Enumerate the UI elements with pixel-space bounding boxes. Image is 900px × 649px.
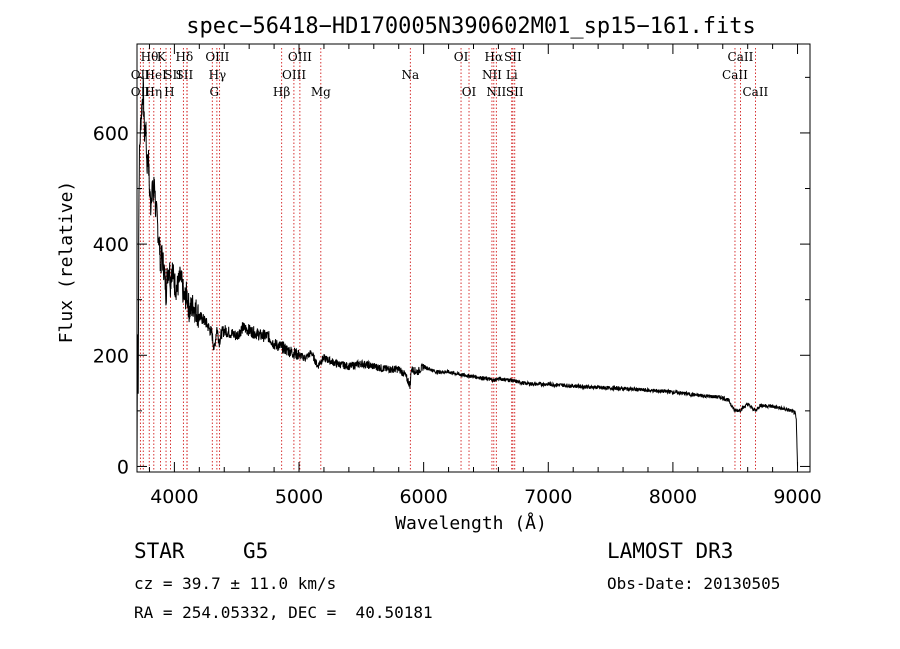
- observation-date: Obs-Date: 20130505: [607, 574, 781, 593]
- spectrum-line: [136, 76, 798, 467]
- line-label-28: CaII: [742, 85, 768, 99]
- object-subclass: G5: [243, 539, 269, 563]
- line-label-5: Hη: [144, 85, 162, 99]
- x-tick-label: 9000: [773, 486, 821, 508]
- y-tick-label: 400: [93, 234, 129, 256]
- line-label-25: SII: [506, 85, 524, 99]
- line-label-17: Na: [401, 68, 419, 82]
- line-label-14: OIII: [282, 68, 306, 82]
- y-tick-label: 200: [93, 345, 129, 367]
- coordinates: RA = 254.05332, DEC = 40.50181: [134, 603, 433, 622]
- line-markers: [139, 48, 756, 472]
- line-label-19: OI: [462, 85, 477, 99]
- plot-frame: [136, 43, 811, 473]
- line-label-8: Hδ: [176, 50, 194, 64]
- object-class: STAR: [134, 539, 185, 563]
- line-label-27: CaII: [728, 50, 754, 64]
- line-label-20: NII: [482, 68, 502, 82]
- line-label-2: Hθ: [141, 50, 159, 64]
- survey-name: LAMOST DR3: [607, 539, 734, 563]
- line-label-16: Mg: [311, 85, 331, 99]
- line-label-0: OII: [131, 68, 151, 82]
- line-label-6: H: [164, 85, 174, 99]
- line-label-4: HeI: [145, 68, 168, 82]
- line-label-24: SII: [504, 50, 522, 64]
- x-axis-label: Wavelength (Å): [395, 512, 547, 534]
- x-tick-label: 5000: [275, 486, 323, 508]
- spectrum-series: [136, 76, 798, 467]
- y-axis-label: Flux (relative): [56, 181, 77, 344]
- line-label-23: Li: [506, 68, 518, 82]
- line-label-22: NII: [486, 85, 506, 99]
- line-label-26: CaII: [722, 68, 748, 82]
- line-label-13: Hβ: [273, 85, 290, 99]
- y-tick-label: 0: [117, 456, 129, 478]
- line-label-1: OII: [131, 85, 151, 99]
- redshift-value: cz = 39.7 ± 11.0 km/s: [134, 574, 337, 593]
- line-label-3: K: [157, 50, 167, 64]
- chart-title: spec−56418−HD170005N390602M01_sp15−161.f…: [186, 14, 756, 39]
- x-tick-label: 6000: [399, 486, 447, 508]
- line-label-9: SII: [176, 68, 194, 82]
- line-label-7: SII: [164, 68, 182, 82]
- x-tick-label: 7000: [524, 486, 572, 508]
- x-tick-label: 8000: [649, 486, 697, 508]
- line-label-11: Hγ: [209, 68, 227, 82]
- line-label-12: OIII: [205, 50, 229, 64]
- line-label-18: OI: [454, 50, 469, 64]
- line-label-10: G: [209, 85, 219, 99]
- y-tick-label: 600: [93, 123, 129, 145]
- axis-ticks: 4000 5000 6000 7000 8000 9000 0 200 400 600: [93, 44, 822, 508]
- line-label-21: Hα: [485, 50, 504, 64]
- x-tick-label: 4000: [150, 486, 198, 508]
- line-label-15: OIII: [288, 50, 312, 64]
